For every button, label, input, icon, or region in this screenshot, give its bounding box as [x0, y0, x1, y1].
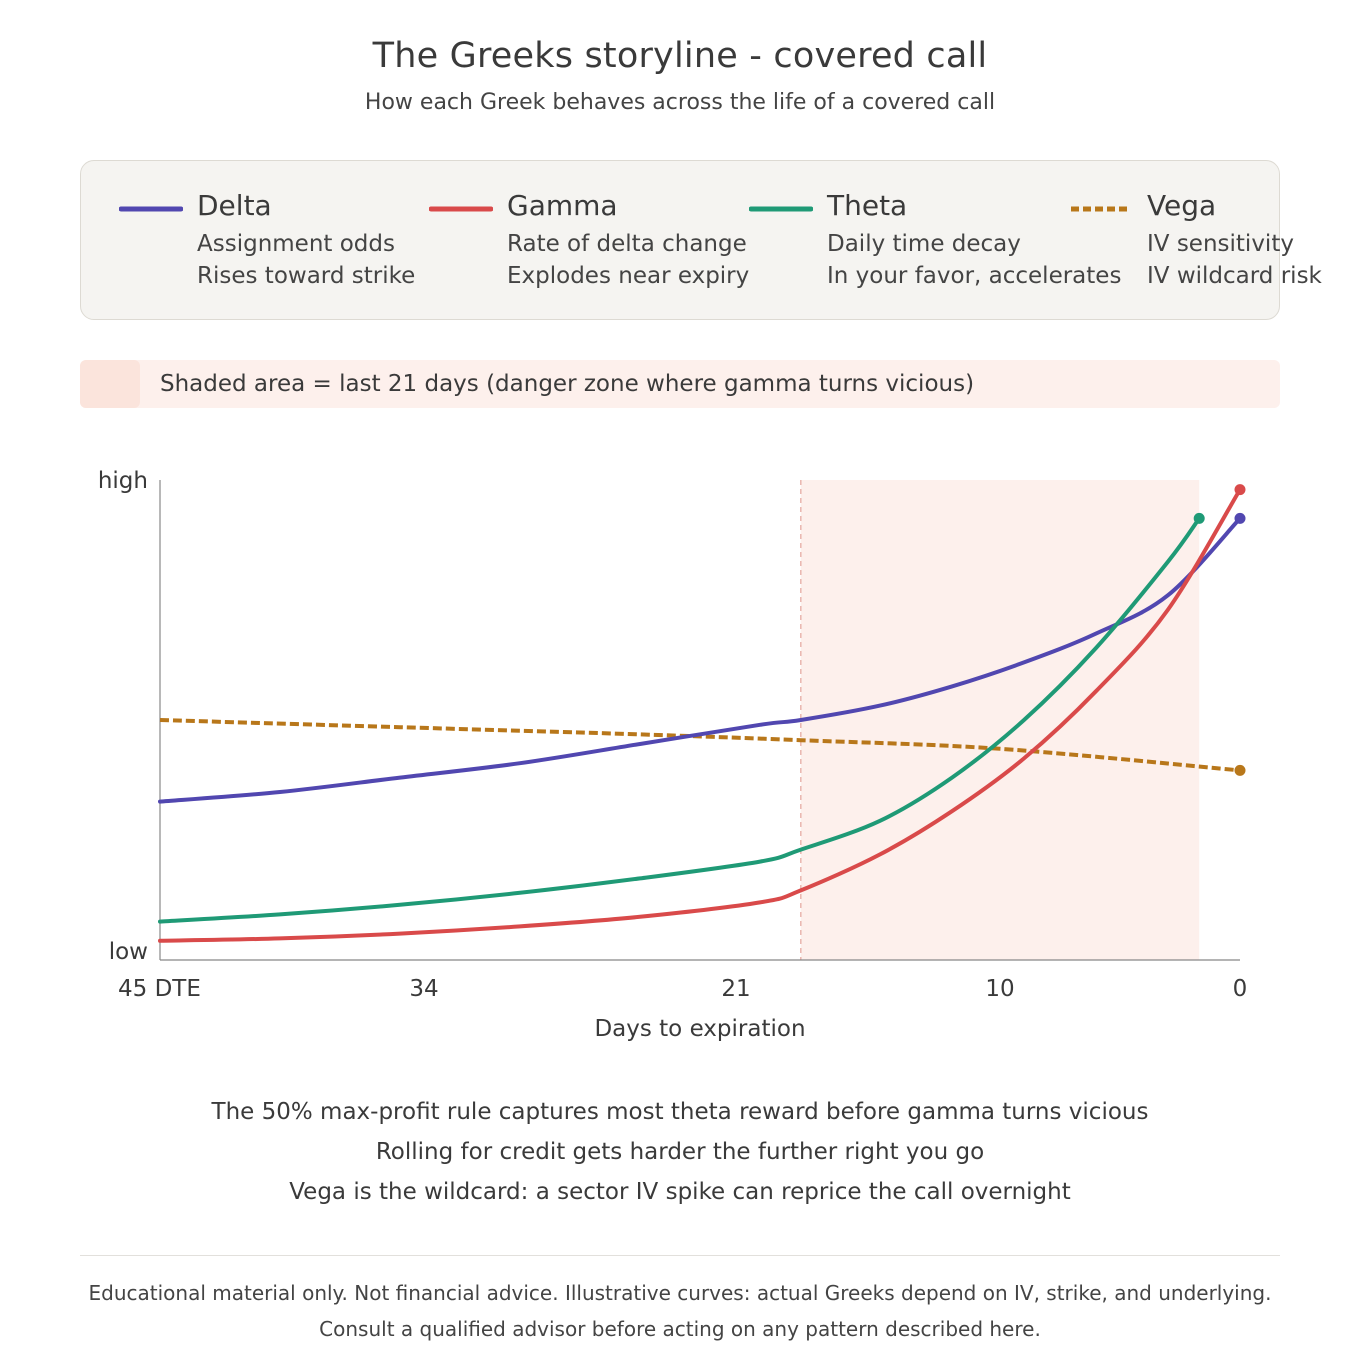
x-tick-label: 21: [721, 976, 750, 1002]
legend: Delta Assignment odds Rises toward strik…: [80, 160, 1322, 320]
danger-zone-text: Shaded area = last 21 days (danger zone …: [160, 371, 975, 397]
series-line-theta: [158, 516, 1202, 924]
danger-zone-note: Shaded area = last 21 days (danger zone …: [80, 360, 1280, 408]
series-line-gamma: [158, 487, 1242, 943]
legend-desc-vega-2: IV wildcard risk: [1147, 263, 1322, 289]
series-line-vega: [159, 718, 1241, 773]
x-tick-label: 34: [409, 976, 438, 1002]
disclaimer-line-2: Consult a qualified advisor before actin…: [319, 1317, 1041, 1341]
series-end-marker-gamma: [1234, 484, 1246, 496]
legend-desc-delta-2: Rises toward strike: [197, 263, 416, 289]
legend-swatch-delta: [119, 205, 183, 213]
greeks-line-chart: high low 45 DTE 34 21 10 0 Days to expiration: [98, 468, 1248, 1042]
legend-label-gamma: Gamma: [507, 189, 618, 222]
takeaways: The 50% max-profit rule captures most th…: [0, 1094, 1360, 1214]
series-line-delta: [158, 516, 1242, 804]
legend-desc-theta-1: Daily time decay: [827, 231, 1021, 257]
legend-swatch-vega: [1069, 205, 1133, 213]
series-end-marker-theta: [1193, 512, 1205, 524]
page-subtitle: How each Greek behaves across the life o…: [364, 90, 996, 115]
takeaway-2: Rolling for credit gets harder the furth…: [375, 1139, 985, 1165]
legend-label-delta: Delta: [197, 189, 272, 222]
danger-zone-shading: [800, 480, 1200, 960]
legend-swatch-theta: [749, 205, 813, 213]
legend-desc-theta-2: In your favor, accelerates: [827, 263, 1122, 289]
x-axis-label: Days to expiration: [594, 1016, 805, 1042]
x-tick-label: 0: [1233, 976, 1248, 1002]
legend-desc-vega-1: IV sensitivity: [1147, 231, 1294, 257]
legend-swatch-gamma: [429, 205, 493, 213]
legend-desc-gamma-2: Explodes near expiry: [507, 263, 750, 289]
x-tick-label: 10: [985, 976, 1014, 1002]
takeaway-1: The 50% max-profit rule captures most th…: [211, 1099, 1149, 1125]
series-end-marker-vega: [1234, 764, 1246, 776]
footer-divider: [80, 1255, 1280, 1256]
disclaimer: Educational material only. Not financial…: [0, 1278, 1360, 1350]
y-tick-label-low: low: [109, 939, 148, 965]
y-tick-label-high: high: [98, 468, 148, 494]
legend-desc-delta-1: Assignment odds: [197, 231, 395, 257]
danger-zone-swatch: [80, 360, 140, 408]
takeaway-3: Vega is the wildcard: a sector IV spike …: [289, 1179, 1071, 1205]
disclaimer-line-1: Educational material only. Not financial…: [88, 1281, 1272, 1305]
legend-label-vega: Vega: [1147, 189, 1217, 222]
legend-desc-gamma-1: Rate of delta change: [507, 231, 747, 257]
series-end-marker-delta: [1234, 512, 1246, 524]
x-tick-label: 45 DTE: [118, 976, 201, 1002]
legend-label-theta: Theta: [827, 189, 908, 222]
page-title: The Greeks storyline - covered call: [372, 36, 988, 76]
